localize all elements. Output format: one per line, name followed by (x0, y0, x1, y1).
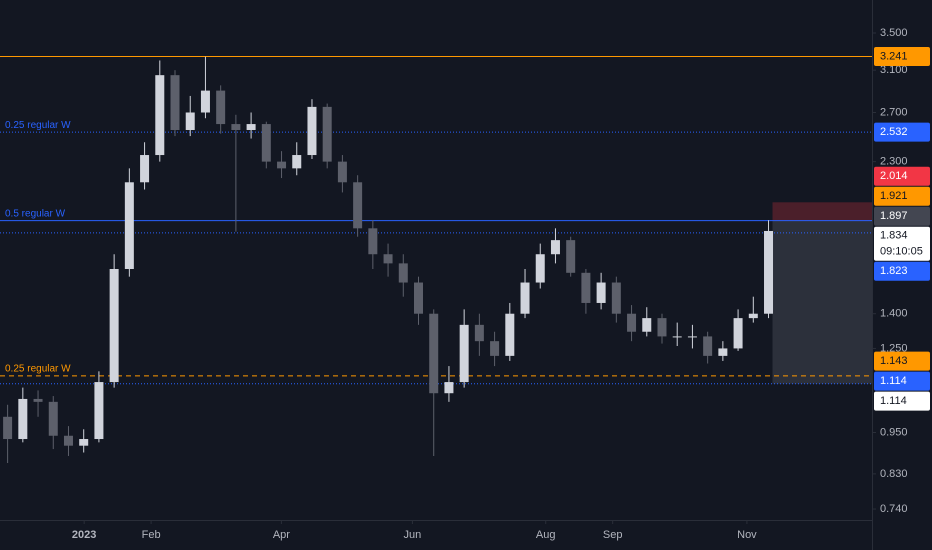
candle-body (3, 416, 13, 440)
price-tag (874, 351, 930, 371)
level-label: 0.5 regular W (5, 208, 66, 219)
candle-body (459, 324, 469, 383)
candle-body (520, 282, 530, 314)
candle-body (429, 313, 439, 394)
candle-body (566, 240, 576, 273)
candle-body (581, 272, 591, 303)
candle-body (718, 348, 728, 356)
price-tag (874, 47, 930, 67)
candle-body (94, 382, 104, 440)
price-tag-label: 1.823 (880, 265, 908, 277)
price-tag (874, 166, 930, 186)
candle-body (322, 106, 332, 162)
price-tag (874, 122, 930, 142)
x-tick-label: Jun (404, 529, 422, 541)
candle-body (687, 336, 697, 338)
y-tick-label: 3.100 (880, 64, 908, 76)
candle-body (277, 161, 287, 169)
y-tick-label: 2.300 (880, 156, 908, 168)
candle-body (48, 401, 58, 436)
price-tag-label: 1.897 (880, 210, 908, 222)
y-tick-label: 0.830 (880, 468, 908, 480)
price-tag (874, 226, 930, 261)
candle-body (246, 124, 256, 131)
countdown-label: 09:10:05 (880, 246, 923, 258)
x-tick-label: Apr (273, 529, 290, 541)
candle-body (292, 155, 302, 169)
x-tick-label: 2023 (72, 529, 96, 541)
y-tick-label: 3.500 (880, 27, 908, 39)
candle-body (79, 439, 89, 446)
price-tag-label: 3.241 (880, 50, 908, 62)
candle-body (490, 341, 500, 356)
candle-body (764, 230, 774, 314)
x-tick-label: Feb (142, 529, 161, 541)
x-tick-label: Nov (737, 529, 757, 541)
y-tick-label: 2.700 (880, 106, 908, 118)
candle-body (642, 318, 652, 332)
position-target-zone (772, 220, 872, 384)
candle-body (611, 282, 621, 314)
price-tag-label: 1.114 (880, 395, 907, 407)
candle-body (109, 268, 119, 383)
candle-body (63, 435, 73, 446)
y-tick-label: 1.250 (880, 342, 908, 354)
candle-body (398, 263, 408, 283)
candle-body (733, 318, 743, 349)
candle-body (216, 90, 226, 125)
x-tick-label: Aug (536, 529, 556, 541)
candle-body (155, 75, 165, 156)
price-tag-label: 2.014 (880, 170, 908, 182)
candle-body (200, 90, 210, 113)
candle-body (596, 282, 606, 303)
y-tick-label: 0.950 (880, 426, 908, 438)
level-label: 0.25 regular W (5, 120, 71, 131)
candle-body (383, 254, 393, 264)
candle-body (124, 182, 134, 269)
candle-body (185, 112, 195, 131)
candle-body (703, 336, 713, 356)
x-tick-label: Sep (603, 529, 623, 541)
price-tag (874, 391, 930, 411)
price-tag (874, 206, 930, 226)
price-tag (874, 261, 930, 281)
candle-body (170, 75, 180, 131)
candle-body (672, 336, 682, 338)
price-tag-label: 1.114 (880, 375, 907, 387)
candle-body (261, 124, 271, 162)
candle-body (413, 282, 423, 314)
candle-body (505, 313, 515, 356)
price-tag (874, 371, 930, 391)
price-tag-label: 1.921 (880, 190, 908, 202)
candle-body (33, 398, 43, 402)
candle-body (368, 228, 378, 255)
candle-body (474, 324, 484, 342)
candle-body (550, 240, 560, 255)
position-stop-zone (772, 202, 872, 221)
candle-body (337, 161, 347, 183)
candle-body (307, 106, 317, 156)
candle-body (444, 382, 454, 394)
level-label: 0.25 regular W (5, 363, 71, 374)
candle-body (353, 182, 363, 229)
candle-body (18, 398, 28, 440)
candle-body (140, 155, 150, 183)
y-tick-label: 0.740 (880, 503, 908, 515)
candle-body (627, 313, 637, 332)
price-tag (874, 186, 930, 206)
candle-body (657, 318, 667, 337)
candle-body (535, 254, 545, 283)
price-tag-label: 1.143 (880, 355, 908, 367)
price-tag-label: 2.532 (880, 126, 908, 138)
candle-body (231, 124, 241, 131)
price-tag-label: 1.834 (880, 230, 908, 242)
candle-body (748, 313, 758, 319)
y-tick-label: 1.400 (880, 308, 908, 320)
